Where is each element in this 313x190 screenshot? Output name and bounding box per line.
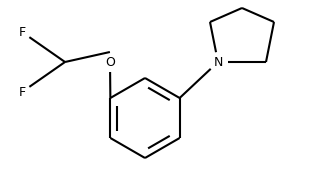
Text: N: N <box>213 55 223 69</box>
Text: F: F <box>18 86 26 98</box>
Text: F: F <box>18 25 26 39</box>
Text: O: O <box>105 55 115 69</box>
